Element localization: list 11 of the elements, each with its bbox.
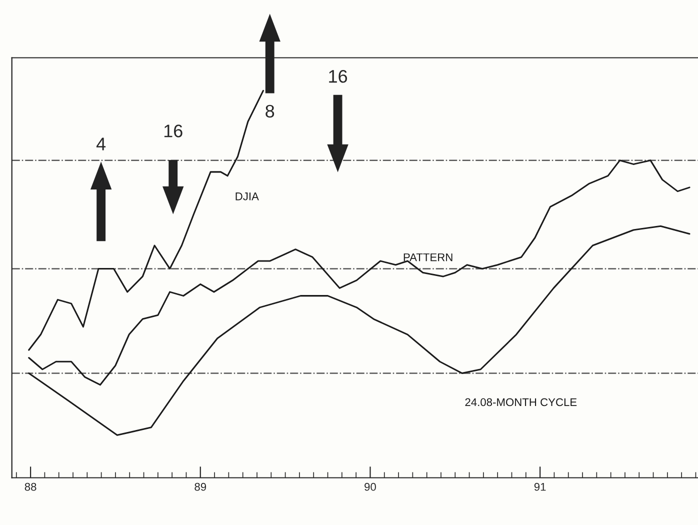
series-label: PATTERN	[404, 253, 452, 262]
x-tick-label: 88	[24, 482, 36, 491]
text: 24.08-MONTH CYCLE	[465, 398, 577, 406]
annotation: 8	[266, 104, 274, 118]
text: 16	[329, 70, 348, 83]
x-tick-label: 90	[364, 482, 376, 491]
x-tick-label: 91	[534, 482, 546, 491]
series-label: DJIA	[236, 192, 259, 200]
x-tick-label: 89	[194, 482, 206, 491]
annotation: 16	[164, 124, 182, 138]
annotation: 4	[96, 138, 106, 150]
